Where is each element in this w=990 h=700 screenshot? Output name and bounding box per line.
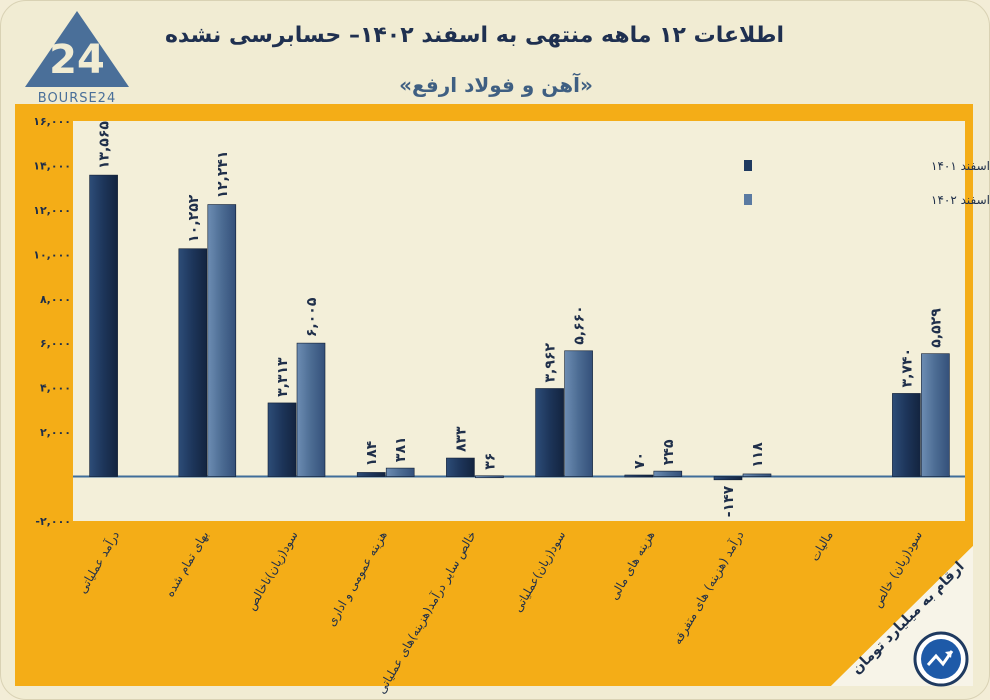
bar-1402: [475, 475, 504, 479]
bar-1402: [564, 350, 593, 477]
y-tick-label: ۱۰,۰۰۰: [33, 248, 71, 261]
data-label-1401: ۱۰,۲۵۲: [186, 194, 202, 242]
legend-swatch-1401: [744, 160, 752, 171]
legend-swatch-1402: [744, 194, 752, 205]
bar-1401: [267, 402, 297, 477]
bar-1401: [446, 457, 475, 477]
bar-1401: [89, 174, 118, 477]
y-tick-label: ۱۶,۰۰۰: [33, 115, 71, 128]
bourse-trend-icon: [913, 631, 969, 687]
legend-label-1402: عملکرد منتهی به اسفند ۱۴۰۲: [931, 193, 990, 208]
logo-triangle: [25, 11, 129, 87]
data-label-1402: ۲۴۵: [661, 439, 677, 465]
y-tick-label: ۶,۰۰۰: [40, 337, 71, 350]
data-label-1402: ۳۸۱: [393, 436, 409, 462]
y-tick-label: ۱۴,۰۰۰: [33, 159, 71, 172]
bar-1402: [385, 467, 415, 477]
data-label-1402: ۱۲,۲۴۱: [215, 150, 231, 198]
data-label-1402: ۱۱۸: [750, 442, 766, 468]
data-label-1401: ۳,۳۱۳: [275, 357, 291, 397]
data-label-1401: ۳,۹۶۲: [543, 343, 559, 383]
legend: عملکرد منتهی به اسفند ۱۴۰۱ عملکرد منتهی …: [744, 159, 990, 208]
y-tick-label: ۴,۰۰۰: [40, 382, 71, 395]
data-label-1402: ۶,۰۰۵: [304, 297, 320, 337]
y-tick-label: ۱۲,۰۰۰: [33, 204, 71, 217]
bourse24-logo: 24 BOURSE24: [25, 11, 129, 104]
page-title: اطلاعات ۱۲ ماهه منتهی به اسفند ۱۴۰۲– حسا…: [164, 23, 784, 48]
bar-1402: [296, 342, 326, 477]
data-label-1402: ۳۶: [482, 453, 498, 470]
bar-1402: [742, 473, 772, 477]
bar-1401: [535, 388, 564, 477]
bar-1402: [653, 470, 683, 477]
data-label-1401: ۸۳۳: [453, 426, 469, 452]
bar-1401: [356, 472, 386, 477]
bar-1402: [921, 353, 950, 477]
legend-label-1401: عملکرد منتهی به اسفند ۱۴۰۱: [931, 159, 990, 174]
data-label-1402: ۵,۶۶۰: [572, 305, 588, 345]
y-tick-label: -۲,۰۰۰: [35, 515, 71, 528]
logo-brand-text: BOURSE24: [38, 91, 116, 104]
y-tick-label: ۸,۰۰۰: [40, 293, 71, 306]
bar-1401: [713, 476, 743, 481]
logo-digits: 24: [49, 37, 105, 83]
bar-1401: [624, 474, 654, 478]
data-label-1402: ۵,۵۲۹: [928, 308, 944, 348]
page-subtitle: «آهن و فولاد ارفع»: [399, 73, 593, 97]
bar-1401: [178, 248, 208, 477]
data-label-1401: ۱۳,۵۶۵: [97, 121, 113, 169]
data-label-1401: -۱۴۷: [721, 485, 737, 517]
bar-1402: [207, 204, 237, 477]
data-label-1401: ۱۸۴: [364, 440, 380, 466]
data-label-1401: ۳,۷۴۰: [899, 348, 915, 388]
bar-1401: [892, 393, 921, 477]
y-tick-label: ۲,۰۰۰: [40, 426, 71, 439]
data-label-1401: ۷۰: [632, 452, 648, 469]
